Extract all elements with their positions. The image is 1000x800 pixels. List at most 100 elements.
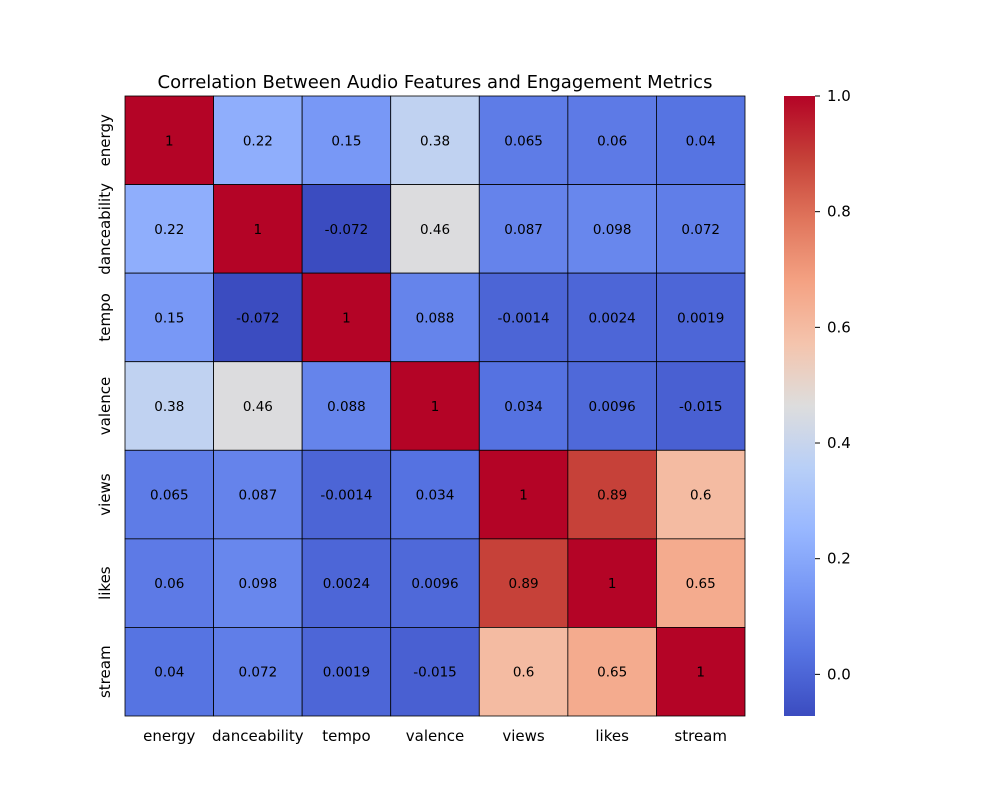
cell-value-label: -0.0014 [320,488,372,504]
heatmap-cell [567,184,657,274]
cell-value-label: 0.46 [243,399,273,415]
cell-value-label: 0.0024 [323,576,370,592]
colorbar-tick-label: 0.6 [827,318,851,336]
y-tick-label: likes [96,566,114,600]
x-axis-tick-labels: energy danceability tempo valence views likes… [143,727,727,745]
colorbar-tick-label: 1.0 [827,87,851,105]
heatmap-cell [301,95,392,185]
cell-value-label: 0.65 [686,576,716,592]
colorbar-ticks: 0.0 0.2 0.4 0.6 0.8 1.0 [815,87,851,683]
heatmap-cell [301,184,392,274]
cell-value-label: 0.06 [154,576,184,592]
heatmap-cell [656,184,746,274]
x-tick-label: valence [406,727,464,745]
x-tick-label: energy [143,727,195,745]
heatmap-cell [478,627,569,717]
cell-value-label: 0.087 [239,488,278,504]
cell-value-label: 0.22 [243,133,273,149]
heatmap-cell [656,361,746,451]
cell-value-label: 0.072 [681,222,720,238]
cell-value-label: 0.15 [331,133,361,149]
y-tick-label: valence [96,377,114,435]
heatmap-cells: 1 0.22 0.15 0.38 0.065 0.06 0.04 0.22 1 -0.072 0.4… [124,95,746,717]
cell-value-label: 0.04 [154,665,184,681]
cell-value-label: 0.0096 [411,576,458,592]
heatmap-cell [567,272,657,363]
cell-value-label: -0.072 [236,310,280,326]
cell-value-label: 0.098 [239,576,278,592]
heatmap-cell [390,538,480,628]
y-axis-tick-labels: energy danceability tempo valence views likes… [96,114,114,698]
cell-value-label: 1 [608,576,617,592]
heatmap-cell [124,361,214,451]
cell-value-label: 0.6 [513,665,534,681]
cell-value-label: 0.087 [504,222,543,238]
cell-value-label: 0.0019 [677,310,724,326]
heatmap-cell [656,449,746,540]
cell-value-label: 0.46 [420,222,450,238]
x-tick-label: tempo [322,727,370,745]
heatmap-cell [124,627,214,717]
heatmap-cell [124,449,214,540]
cell-value-label: 0.04 [686,133,716,149]
colorbar [784,96,815,716]
cell-value-label: 1 [342,310,351,326]
cell-value-label: 0.0096 [589,399,636,415]
heatmap-cell [301,449,392,540]
chart-title: Correlation Between Audio Features and E… [158,72,713,93]
heatmap-cell [478,95,569,185]
heatmap-cell [124,95,214,185]
colorbar-tick-label: 0.4 [827,434,851,452]
y-tick-label: views [96,473,114,516]
y-tick-label: tempo [96,293,114,341]
cell-value-label: 0.89 [509,576,539,592]
heatmap-cell [213,538,303,628]
y-tick-label: danceability [96,183,114,275]
cell-value-label: -0.015 [679,399,723,415]
cell-value-label: -0.0014 [498,310,550,326]
heatmap-cell [301,272,392,363]
heatmap-cell [567,361,657,451]
heatmap-cell [478,538,569,628]
heatmap-cell [656,538,746,628]
heatmap-cell [478,184,569,274]
cell-value-label: 1 [696,665,705,681]
cell-value-label: 1 [431,399,440,415]
heatmap-cell [301,627,392,717]
cell-value-label: 0.06 [597,133,627,149]
heatmap-cell [301,538,392,628]
cell-value-label: -0.072 [325,222,369,238]
heatmap-cell [656,272,746,363]
heatmap-cell [213,272,303,363]
y-tick-label: energy [96,114,114,166]
cell-value-label: 1 [254,222,263,238]
cell-value-label: 1 [519,488,528,504]
colorbar-tick-label: 0.8 [827,203,851,221]
heatmap-cell [124,538,214,628]
cell-value-label: 0.65 [597,665,627,681]
cell-value-label: 0.0024 [589,310,636,326]
cell-value-label: 0.0019 [323,665,370,681]
colorbar-tick-label: 0.0 [827,665,851,683]
y-tick-label: stream [96,645,114,698]
colorbar-tick-label: 0.2 [827,550,851,568]
heatmap-cell [124,272,214,363]
heatmap-cell [124,184,214,274]
cell-value-label: 0.15 [154,310,184,326]
cell-value-label: 0.38 [154,399,184,415]
heatmap-cell [390,361,480,451]
x-tick-label: stream [674,727,727,745]
cell-value-label: 0.098 [593,222,632,238]
cell-value-label: 0.072 [239,665,278,681]
cell-value-label: 0.088 [416,310,455,326]
heatmap-cell [567,95,657,185]
cell-value-label: 0.065 [150,488,189,504]
heatmap-cell [390,95,480,185]
heatmap-cell [390,627,480,717]
heatmap-cell [390,272,480,363]
heatmap-cell [567,627,657,717]
cell-value-label: 0.89 [597,488,627,504]
x-tick-label: danceability [212,727,304,745]
cell-value-label: 0.034 [416,488,455,504]
heatmap-cell [213,95,303,185]
